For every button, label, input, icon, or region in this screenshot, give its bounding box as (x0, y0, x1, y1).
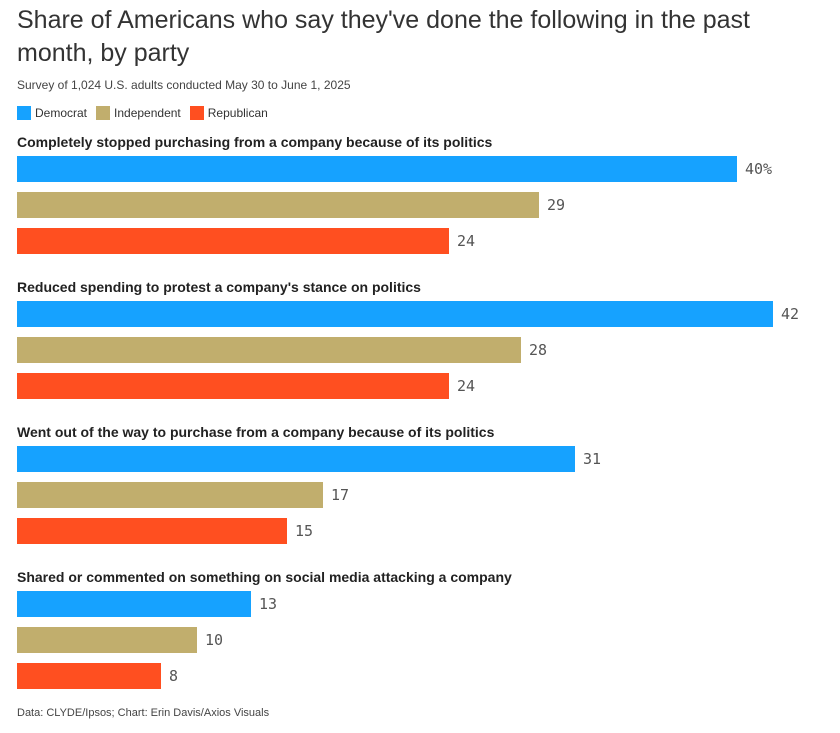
legend-item-independent: Independent (96, 106, 181, 120)
legend-label-independent: Independent (114, 106, 181, 120)
group-title: Shared or commented on something on soci… (17, 569, 512, 585)
chart-subtitle: Survey of 1,024 U.S. adults conducted Ma… (17, 78, 351, 92)
bar-independent (17, 192, 539, 218)
legend-item-republican: Republican (189, 106, 268, 120)
bar-democrat (17, 156, 737, 182)
bar-republican (17, 663, 161, 689)
chart-source: Data: CLYDE/Ipsos; Chart: Erin Davis/Axi… (17, 707, 270, 719)
bar-independent (17, 482, 323, 508)
legend-label-democrat: Democrat (35, 106, 88, 120)
bar-democrat (17, 301, 773, 327)
bar-republican (17, 373, 449, 399)
bar-value-label: 24 (457, 232, 476, 250)
bar-republican (17, 228, 449, 254)
legend-swatch-independent (96, 106, 111, 120)
bar-value-label: 42 (781, 305, 800, 323)
bar-independent (17, 337, 521, 363)
legend-label-republican: Republican (207, 106, 268, 120)
bar-value-label: 15 (295, 522, 314, 540)
group-title: Reduced spending to protest a company's … (17, 279, 421, 295)
bar-value-label: 24 (457, 377, 476, 395)
bar-value-label: 10 (205, 631, 224, 649)
legend: Democrat Independent Republican (17, 106, 277, 120)
legend-item-democrat: Democrat (17, 106, 87, 120)
bar-democrat (17, 591, 251, 617)
bar-value-label: 13 (259, 595, 278, 613)
bar-republican (17, 518, 287, 544)
bar-democrat (17, 446, 575, 472)
legend-swatch-republican (189, 106, 204, 120)
bar-value-label: 40% (745, 160, 773, 178)
chart-title: Share of Americans who say they've done … (17, 6, 750, 67)
group-title: Went out of the way to purchase from a c… (17, 424, 495, 440)
bar-value-label: 28 (529, 341, 548, 359)
bar-value-label: 17 (331, 486, 350, 504)
bar-value-label: 8 (169, 667, 179, 685)
bar-independent (17, 627, 197, 653)
bar-value-label: 31 (583, 450, 602, 468)
bar-value-label: 29 (547, 196, 566, 214)
legend-swatch-democrat (17, 106, 31, 120)
group-title: Completely stopped purchasing from a com… (17, 134, 493, 150)
